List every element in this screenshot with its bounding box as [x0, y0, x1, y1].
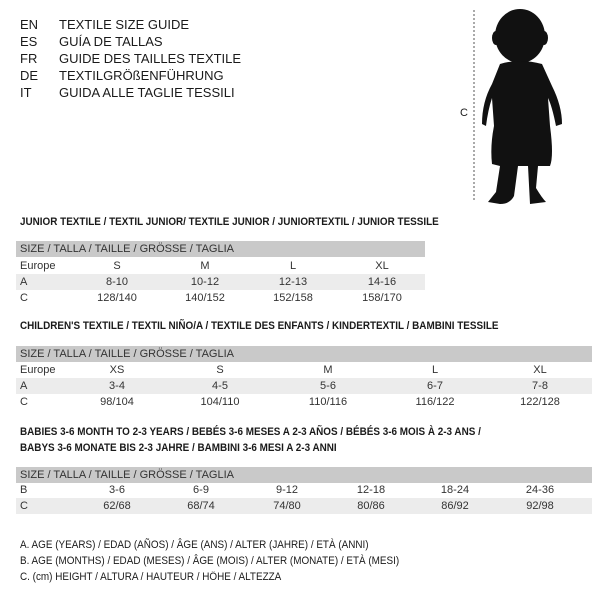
table-cell: 116/122	[415, 396, 455, 408]
table-cell: 3-6	[109, 484, 125, 496]
title-fr: FR GUIDE DES TAILLES TEXTILE	[20, 51, 242, 66]
table-row: C 62/68 68/74 74/80 80/86 86/92 92/98	[16, 498, 592, 514]
row-label: A	[20, 276, 28, 288]
table-cell: 18-24	[440, 484, 470, 496]
table-cell: 14-16	[367, 276, 397, 288]
height-label: C	[460, 107, 468, 119]
row-label: Europe	[20, 260, 56, 272]
table-row: Europe XS S M L XL	[16, 362, 592, 378]
table-cell: 104/110	[200, 396, 240, 408]
babies-size-header: SIZE / TALLA / TAILLE / GRÖSSE / TAGLIA	[16, 467, 592, 483]
children-size-header: SIZE / TALLA / TAILLE / GRÖSSE / TAGLIA	[16, 346, 592, 362]
table-cell: 140/152	[185, 292, 225, 304]
table-cell: 110/116	[308, 396, 348, 408]
table-cell: XL	[533, 364, 547, 376]
table-cell: S	[216, 364, 224, 376]
children-title: CHILDREN'S TEXTILE / TEXTIL NIÑO/A / TEX…	[20, 320, 499, 332]
babies-title-line1: BABIES 3-6 MONTH TO 2-3 YEARS / BEBÉS 3-…	[20, 426, 481, 438]
row-label: C	[20, 500, 28, 512]
junior-title: JUNIOR TEXTILE / TEXTIL JUNIOR/ TEXTILE …	[20, 216, 439, 228]
table-cell: 122/128	[520, 396, 560, 408]
table-cell: 10-12	[190, 276, 220, 288]
table-cell: 98/104	[100, 396, 134, 408]
table-row: C 128/140 140/152 152/158 158/170	[16, 290, 425, 306]
language-titles: EN TEXTILE SIZE GUIDE ES GUÍA DE TALLAS FR…	[20, 16, 241, 101]
title-it: IT GUIDA ALLE TAGLIE TESSILI	[20, 85, 235, 100]
table-cell: 62/68	[103, 500, 131, 512]
legend-a: A. AGE (YEARS) / EDAD (AÑOS) / ÂGE (ANS)…	[20, 539, 369, 551]
table-cell: XL	[375, 260, 389, 272]
table-cell: 24-36	[525, 484, 555, 496]
table-cell: 74/80	[273, 500, 301, 512]
row-label: A	[20, 380, 28, 392]
table-cell: 9-12	[275, 484, 299, 496]
table-cell: 68/74	[187, 500, 215, 512]
table-row: B 3-6 6-9 9-12 12-18 18-24 24-36	[16, 482, 592, 498]
row-label: C	[20, 292, 28, 304]
table-row: A 8-10 10-12 12-13 14-16	[16, 274, 425, 290]
table-cell: 12-13	[278, 276, 308, 288]
table-cell: 4-5	[212, 380, 228, 392]
legend-b: B. AGE (MONTHS) / EDAD (MESES) / ÂGE (MO…	[20, 555, 400, 567]
table-cell: 3-4	[109, 380, 125, 392]
table-cell: 92/98	[526, 500, 554, 512]
table-cell: 6-9	[193, 484, 209, 496]
table-cell: L	[431, 364, 439, 376]
legend-c: C. (cm) HEIGHT / ALTURA / HAUTEUR / HÖHE…	[20, 571, 282, 583]
table-cell: 86/92	[441, 500, 469, 512]
row-label: Europe	[20, 364, 56, 376]
row-label: C	[20, 396, 28, 408]
title-es: ES GUÍA DE TALLAS	[20, 34, 163, 49]
table-cell: S	[113, 260, 121, 272]
table-cell: 152/158	[273, 292, 313, 304]
babies-title-line2: BABYS 3-6 MONATE BIS 2-3 JAHRE / BAMBINI…	[20, 442, 337, 454]
table-cell: M	[323, 364, 333, 376]
child-silhouette-icon	[473, 9, 562, 204]
table-cell: 6-7	[427, 380, 443, 392]
table-row: Europe S M L XL	[16, 258, 425, 274]
table-cell: 5-6	[320, 380, 336, 392]
table-cell: 7-8	[532, 380, 548, 392]
title-de: DE TEXTILGRÖßENFÜHRUNG	[20, 68, 224, 83]
table-cell: 158/170	[362, 292, 402, 304]
table-cell: 80/86	[357, 500, 385, 512]
title-en: EN TEXTILE SIZE GUIDE	[20, 17, 190, 32]
table-cell: 128/140	[97, 292, 137, 304]
junior-size-header: SIZE / TALLA / TAILLE / GRÖSSE / TAGLIA	[16, 241, 425, 257]
row-label: B	[20, 484, 28, 496]
table-cell: XS	[109, 364, 125, 376]
table-cell: L	[289, 260, 297, 272]
table-cell: 12-18	[356, 484, 386, 496]
table-row: C 98/104 104/110 110/116 116/122 122/128	[16, 394, 592, 410]
table-cell: M	[200, 260, 210, 272]
table-cell: 8-10	[105, 276, 129, 288]
table-row: A 3-4 4-5 5-6 6-7 7-8	[16, 378, 592, 394]
